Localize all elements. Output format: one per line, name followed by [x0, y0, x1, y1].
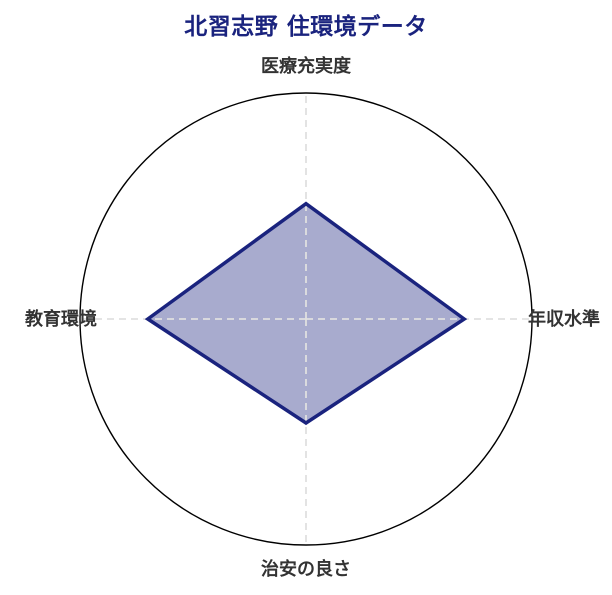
radar-series-outline	[144, 201, 468, 426]
chart-title: 北習志野 住環境データ	[184, 14, 428, 40]
axis-label-education: 教育環境	[25, 309, 97, 330]
axis-label-income: 年収水準	[528, 309, 600, 330]
outer-circle	[79, 92, 533, 546]
axis-label-medical: 医療充実度	[261, 56, 351, 77]
axis-label-safety: 治安の良さ	[261, 559, 351, 580]
